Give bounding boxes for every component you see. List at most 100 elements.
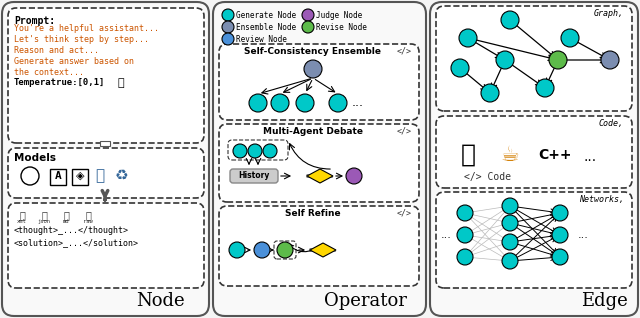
Text: Revise Node: Revise Node xyxy=(316,23,367,31)
FancyBboxPatch shape xyxy=(436,116,632,188)
Text: Graph,: Graph, xyxy=(594,9,624,18)
FancyBboxPatch shape xyxy=(100,141,110,146)
Text: md: md xyxy=(63,219,69,224)
Text: raw: raw xyxy=(83,219,93,224)
Circle shape xyxy=(222,9,234,21)
Circle shape xyxy=(271,94,289,112)
Circle shape xyxy=(21,167,39,185)
FancyBboxPatch shape xyxy=(436,192,632,288)
Circle shape xyxy=(481,84,499,102)
FancyBboxPatch shape xyxy=(228,140,288,160)
Circle shape xyxy=(457,205,473,221)
Circle shape xyxy=(329,94,347,112)
Text: Models: Models xyxy=(14,153,56,163)
Text: C++: C++ xyxy=(538,148,572,162)
Circle shape xyxy=(451,59,469,77)
Text: ...: ... xyxy=(577,230,588,240)
Text: ⦻: ⦻ xyxy=(26,169,34,183)
Text: ☕: ☕ xyxy=(500,145,520,165)
Text: A: A xyxy=(54,171,61,181)
Text: ♻: ♻ xyxy=(115,169,129,183)
Circle shape xyxy=(496,51,514,69)
Text: <thought>_...</thought>: <thought>_...</thought> xyxy=(14,226,129,235)
Text: Node: Node xyxy=(136,292,185,310)
Text: Generate answer based on: Generate answer based on xyxy=(14,57,134,66)
Text: Judge Node: Judge Node xyxy=(316,10,362,19)
Polygon shape xyxy=(307,169,333,183)
FancyBboxPatch shape xyxy=(8,203,204,288)
Circle shape xyxy=(549,51,567,69)
Text: Code,: Code, xyxy=(599,119,624,128)
FancyBboxPatch shape xyxy=(72,169,88,185)
Circle shape xyxy=(304,60,322,78)
FancyBboxPatch shape xyxy=(436,6,632,111)
Text: Conditions: Conditions xyxy=(306,174,334,178)
Text: Networks,: Networks, xyxy=(579,195,624,204)
Text: Conditions: Conditions xyxy=(309,247,337,252)
Text: 📄: 📄 xyxy=(63,210,69,220)
Circle shape xyxy=(229,242,245,258)
Circle shape xyxy=(501,11,519,29)
Circle shape xyxy=(502,253,518,269)
FancyBboxPatch shape xyxy=(274,241,296,259)
Text: Edge: Edge xyxy=(581,292,628,310)
Circle shape xyxy=(552,227,568,243)
Circle shape xyxy=(502,234,518,250)
Text: 🌐: 🌐 xyxy=(95,169,104,183)
Circle shape xyxy=(552,249,568,265)
Text: 📄: 📄 xyxy=(41,210,47,220)
Circle shape xyxy=(249,94,267,112)
FancyBboxPatch shape xyxy=(50,169,66,185)
Circle shape xyxy=(302,9,314,21)
Circle shape xyxy=(277,242,293,258)
Text: Ensemble Node: Ensemble Node xyxy=(236,23,296,31)
Text: You're a helpful assistant...: You're a helpful assistant... xyxy=(14,24,159,33)
Text: Operator: Operator xyxy=(324,292,407,310)
Text: <solution>_...</solution>: <solution>_...</solution> xyxy=(14,238,139,247)
Circle shape xyxy=(552,205,568,221)
Text: Generate Node: Generate Node xyxy=(236,10,296,19)
FancyBboxPatch shape xyxy=(219,206,419,286)
Text: Let's think step by step...: Let's think step by step... xyxy=(14,35,149,44)
Text: 🌡: 🌡 xyxy=(118,78,125,88)
Circle shape xyxy=(222,33,234,45)
Text: Multi-Agent Debate: Multi-Agent Debate xyxy=(263,127,363,136)
Circle shape xyxy=(302,21,314,33)
Text: ...: ... xyxy=(440,230,451,240)
Text: 📄: 📄 xyxy=(85,210,91,220)
Text: xml: xml xyxy=(17,219,27,224)
Text: 📄: 📄 xyxy=(19,210,25,220)
Text: </> Code: </> Code xyxy=(465,172,511,182)
Text: ...: ... xyxy=(352,96,364,109)
Polygon shape xyxy=(310,243,336,257)
Text: Self-Consistency Ensemble: Self-Consistency Ensemble xyxy=(244,47,381,56)
Text: History: History xyxy=(238,170,269,179)
Circle shape xyxy=(601,51,619,69)
Circle shape xyxy=(457,249,473,265)
Circle shape xyxy=(502,198,518,214)
Circle shape xyxy=(561,29,579,47)
Circle shape xyxy=(263,144,277,158)
FancyBboxPatch shape xyxy=(2,2,209,316)
Circle shape xyxy=(346,168,362,184)
FancyBboxPatch shape xyxy=(430,2,638,316)
Text: json: json xyxy=(38,219,51,224)
Circle shape xyxy=(222,21,234,33)
FancyBboxPatch shape xyxy=(8,8,204,143)
Circle shape xyxy=(502,215,518,231)
Text: </>: </> xyxy=(397,127,412,136)
Text: </>: </> xyxy=(397,209,412,218)
Text: Review Node: Review Node xyxy=(236,34,287,44)
Circle shape xyxy=(248,144,262,158)
Text: </>: </> xyxy=(397,47,412,56)
Text: Prompt:: Prompt: xyxy=(14,16,55,26)
Circle shape xyxy=(536,79,554,97)
FancyBboxPatch shape xyxy=(219,124,419,202)
Text: the context...: the context... xyxy=(14,68,84,77)
Text: ...: ... xyxy=(584,150,596,164)
FancyBboxPatch shape xyxy=(219,44,419,120)
Circle shape xyxy=(459,29,477,47)
FancyBboxPatch shape xyxy=(8,148,204,198)
Text: Self Refine: Self Refine xyxy=(285,209,341,218)
Text: Reason and act...: Reason and act... xyxy=(14,46,99,55)
